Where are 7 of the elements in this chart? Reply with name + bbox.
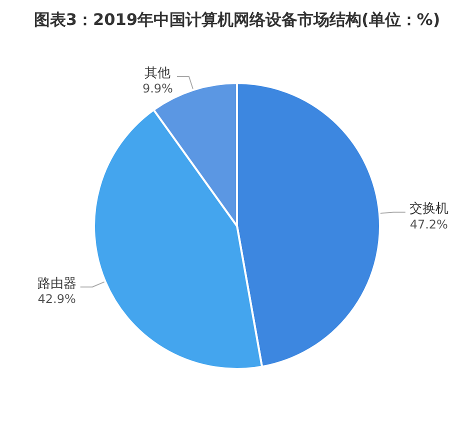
chart-title: 图表3：2019年中国计算机网络设备市场结构(单位：%) [32,10,442,31]
data-label: 47.2% [410,217,448,232]
slice-label: 其他 [144,66,171,81]
data-label: 9.9% [142,82,173,96]
slice-label: 交换机 [409,200,448,217]
slice-label: 路由器 [37,276,76,292]
data-label: 42.9% [38,292,76,306]
